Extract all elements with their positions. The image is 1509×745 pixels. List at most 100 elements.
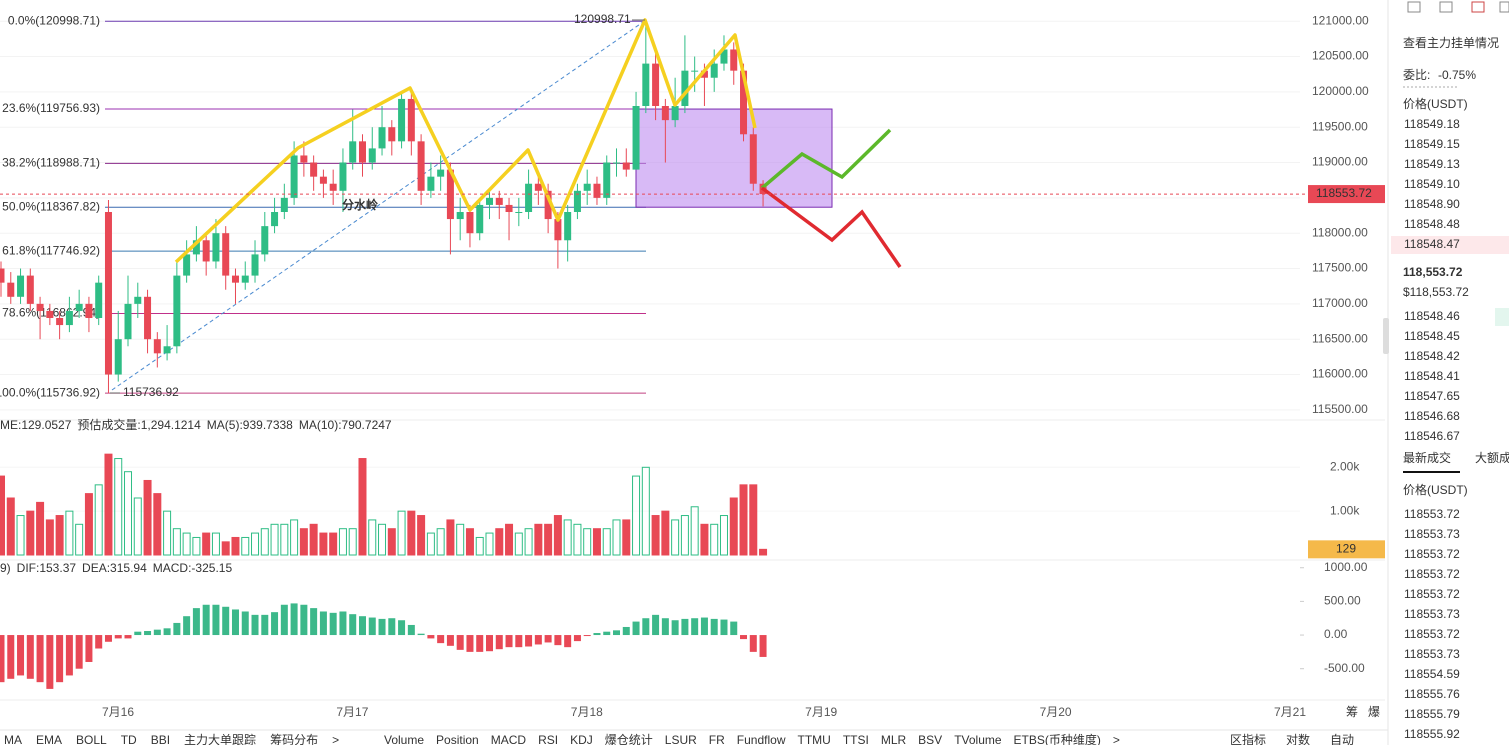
macd-bar	[310, 608, 318, 636]
toolbar-item[interactable]: 主力大单跟踪	[184, 733, 256, 745]
volume-bar	[192, 536, 201, 556]
orderbook-link[interactable]: 查看主力挂单情况	[1403, 36, 1499, 50]
icon[interactable]	[1499, 1, 1509, 13]
candle-body	[593, 183, 601, 198]
y-tick-label: 1000.00	[1324, 560, 1368, 574]
volume-bar	[485, 532, 494, 556]
candle-body	[163, 346, 171, 354]
volume-bar	[671, 519, 680, 556]
candle-body	[0, 268, 5, 283]
candle-body	[554, 219, 562, 241]
collapse-handle[interactable]	[1383, 318, 1389, 354]
toolbar-item[interactable]: ETBS(币种维度)	[1014, 732, 1101, 745]
candle-body	[192, 240, 200, 255]
toolbar-item[interactable]: MA	[4, 733, 22, 745]
candle-body	[349, 141, 357, 163]
trade-price: 118553.73	[1404, 647, 1460, 661]
toolbar-item[interactable]: BOLL	[76, 733, 107, 745]
y-tick-label: 120500.00	[1312, 49, 1369, 63]
toolbar-item[interactable]: >	[332, 733, 339, 745]
volume-bar	[319, 532, 328, 556]
trades-tab[interactable]: 大额成	[1475, 451, 1509, 465]
volume-bar	[505, 523, 514, 556]
candle-body	[241, 275, 249, 283]
macd-bar	[124, 635, 132, 639]
macd-bar	[652, 614, 660, 636]
toolbar-item[interactable]: TD	[121, 733, 137, 745]
candle-body	[583, 183, 591, 191]
macd-bar	[339, 611, 347, 636]
trades-tab[interactable]: 最新成交	[1403, 450, 1451, 465]
candle-body	[573, 190, 581, 212]
candle-body	[740, 70, 748, 135]
toolbar-item[interactable]: MACD	[491, 733, 527, 745]
toolbar-item[interactable]: BBI	[151, 733, 170, 745]
toolbar-item[interactable]: >	[1113, 733, 1120, 745]
toolbar-item[interactable]: Volume	[384, 733, 424, 745]
toolbar-item[interactable]: RSI	[538, 733, 558, 745]
bid-price: 118547.65	[1404, 389, 1460, 403]
macd-bar	[36, 635, 44, 683]
y-tick-label: 121000.00	[1312, 13, 1369, 27]
candle-body	[7, 282, 15, 297]
icon[interactable]	[1439, 1, 1453, 13]
corner-button[interactable]: 爆	[1368, 705, 1380, 719]
candle-body	[290, 155, 298, 198]
toolbar-item[interactable]: LSUR	[665, 733, 697, 745]
macd-bar	[691, 618, 699, 636]
candle-body	[46, 310, 54, 318]
toolbar-item[interactable]: 对数	[1286, 732, 1310, 745]
toolbar-item[interactable]: BSV	[918, 733, 942, 745]
icon[interactable]	[1471, 1, 1485, 13]
toolbar-item[interactable]: 爆仓统计	[605, 733, 653, 745]
x-tick-label: 7月18	[571, 705, 603, 719]
macd-bar	[192, 608, 200, 636]
candle-body	[407, 98, 415, 142]
toolbar-item[interactable]: KDJ	[570, 733, 593, 745]
toolbar-item[interactable]: TVolume	[954, 733, 1002, 745]
volume-bar	[759, 548, 768, 556]
ask-price: 118549.15	[1404, 137, 1460, 151]
toolbar-item[interactable]: 自动	[1330, 733, 1354, 745]
corner-button[interactable]: 筹	[1346, 705, 1358, 719]
toolbar-item[interactable]: 筹码分布	[270, 733, 318, 745]
toolbar-item[interactable]: TTMU	[798, 733, 831, 745]
macd-bar	[95, 635, 103, 649]
y-tick-label: 0.00	[1324, 627, 1348, 641]
toolbar-item[interactable]: Fundflow	[737, 733, 786, 745]
x-tick-label: 7月16	[102, 705, 134, 719]
volume-bar	[407, 510, 416, 556]
toolbar-item[interactable]: EMA	[36, 733, 62, 745]
x-tick-label: 7月17	[336, 705, 368, 719]
macd-bar	[104, 635, 112, 642]
toolbar-item[interactable]: FR	[709, 733, 725, 745]
wave-line	[174, 18, 757, 264]
volume-bar	[211, 532, 220, 556]
icon[interactable]	[1407, 1, 1421, 13]
candle-body	[153, 339, 161, 354]
volume-bar	[602, 528, 611, 556]
volume-bar	[592, 528, 601, 556]
bid-depth	[1495, 308, 1509, 326]
toolbar-item[interactable]: MLR	[881, 733, 907, 745]
ask-price: 118548.48	[1404, 217, 1460, 231]
ask-price: 118548.47	[1404, 237, 1460, 251]
macd-bar	[437, 635, 445, 644]
toolbar-item[interactable]: TTSI	[843, 733, 869, 745]
volume-bar	[651, 515, 660, 556]
candle-body	[358, 141, 366, 163]
volume-bar	[729, 497, 738, 556]
macd-bar	[710, 618, 718, 636]
last-trade-price: 118,553.72	[1403, 265, 1463, 279]
y-tick-label: 116500.00	[1312, 331, 1368, 345]
toolbar-item[interactable]: Position	[436, 733, 479, 745]
macd-bar	[476, 635, 484, 652]
y-tick-label: 118000.00	[1312, 225, 1368, 239]
panel-icons	[1407, 1, 1509, 13]
volume-bar	[358, 458, 367, 556]
candle-body	[525, 183, 533, 212]
macd-bar	[153, 629, 161, 636]
toolbar-item[interactable]: 区指标	[1230, 732, 1266, 745]
macd-legend: MACD:-325.15	[153, 561, 233, 575]
trade-price: 118555.79	[1404, 707, 1460, 721]
